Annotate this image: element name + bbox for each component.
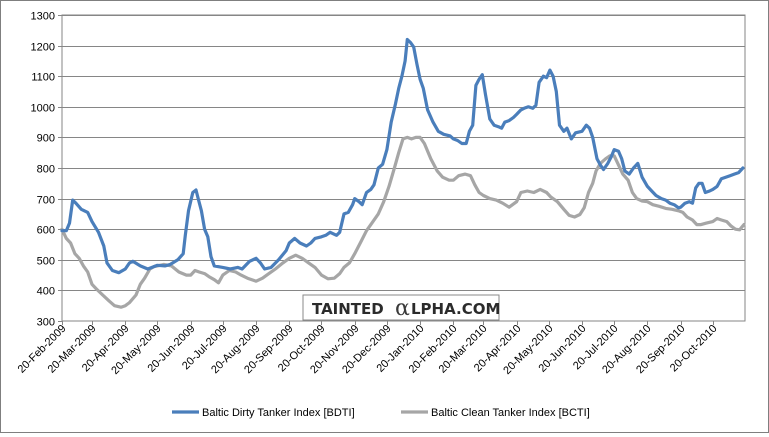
y-axis-ticks: 300 400 500 600 700 800 900 1000 1100 1200 1300 xyxy=(31,11,62,329)
y-tick-label: 700 xyxy=(37,195,55,207)
y-tick-label: 1300 xyxy=(31,11,55,23)
y-tick-label: 1200 xyxy=(31,42,55,54)
legend: Baltic Dirty Tanker Index [BDTI] Baltic C… xyxy=(172,407,590,419)
y-tick-label: 500 xyxy=(37,256,55,268)
y-tick-label: 900 xyxy=(37,133,55,145)
y-tick-label: 1000 xyxy=(31,103,55,115)
y-tick-label: 800 xyxy=(37,164,55,176)
x-axis-ticks: 20-Feb-200920-Mar-200920-Apr-200920-May-… xyxy=(16,321,720,377)
y-tick-label: 600 xyxy=(37,225,55,237)
legend-label: Baltic Clean Tanker Index [BCTI] xyxy=(431,407,590,419)
series-lines xyxy=(60,37,746,309)
watermark: TAINTED α LPHA.COM xyxy=(302,294,500,321)
watermark-left: TAINTED xyxy=(312,300,384,318)
watermark-right: LPHA.COM xyxy=(411,300,500,318)
legend-label: Baltic Dirty Tanker Index [BDTI] xyxy=(202,407,355,419)
series-line xyxy=(60,37,745,275)
y-tick-label: 1100 xyxy=(31,72,55,84)
y-tick-label: 400 xyxy=(37,286,55,298)
watermark-alpha: α xyxy=(395,296,410,321)
y-tick-label: 300 xyxy=(37,317,55,329)
